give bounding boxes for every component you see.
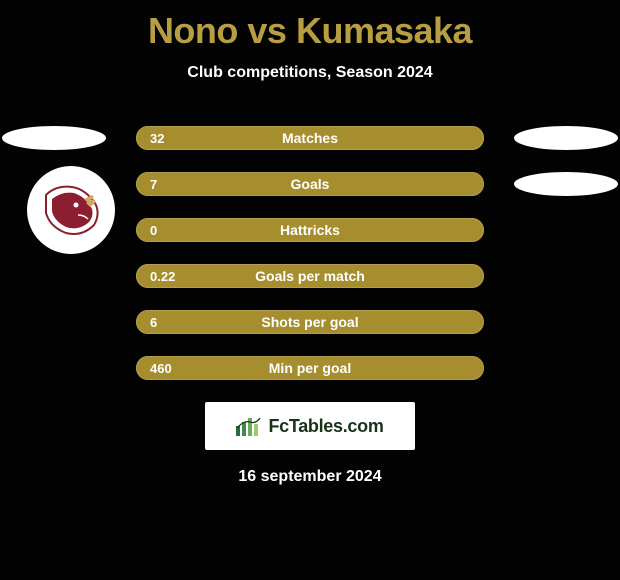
stat-row: 0.22Goals per match — [0, 264, 620, 288]
stat-row: 32Matches — [0, 126, 620, 150]
watermark-text: FcTables.com — [268, 416, 383, 437]
stat-bar: 6Shots per goal — [136, 310, 484, 334]
stat-bar: 460Min per goal — [136, 356, 484, 380]
stat-rows: 32Matches 7Goals 0Hattricks 0.22Goals per m… — [0, 126, 620, 380]
stat-label: Min per goal — [136, 360, 484, 376]
watermark: FcTables.com — [205, 402, 415, 450]
stat-label: Goals — [136, 176, 484, 192]
comparison-card: Nono vs Kumasaka Club competitions, Seas… — [0, 0, 620, 580]
stats-block: 32Matches 7Goals 0Hattricks 0.22Goals per m… — [0, 126, 620, 380]
stat-row: 6Shots per goal — [0, 310, 620, 334]
right-ellipse — [514, 126, 618, 150]
subtitle: Club competitions, Season 2024 — [0, 64, 620, 82]
left-ellipse — [2, 126, 106, 150]
stat-bar: 0Hattricks — [136, 218, 484, 242]
stat-row: 7Goals — [0, 172, 620, 196]
page-title: Nono vs Kumasaka — [0, 0, 620, 52]
stat-row: 0Hattricks — [0, 218, 620, 242]
stat-bar: 32Matches — [136, 126, 484, 150]
stat-label: Shots per goal — [136, 314, 484, 330]
stat-label: Hattricks — [136, 222, 484, 238]
watermark-logo-icon — [236, 416, 262, 436]
stat-row: 460Min per goal — [0, 356, 620, 380]
stat-bar: 0.22Goals per match — [136, 264, 484, 288]
stat-label: Matches — [136, 130, 484, 146]
stat-bar: 7Goals — [136, 172, 484, 196]
stat-label: Goals per match — [136, 268, 484, 284]
date-label: 16 september 2024 — [0, 468, 620, 486]
right-ellipse — [514, 172, 618, 196]
